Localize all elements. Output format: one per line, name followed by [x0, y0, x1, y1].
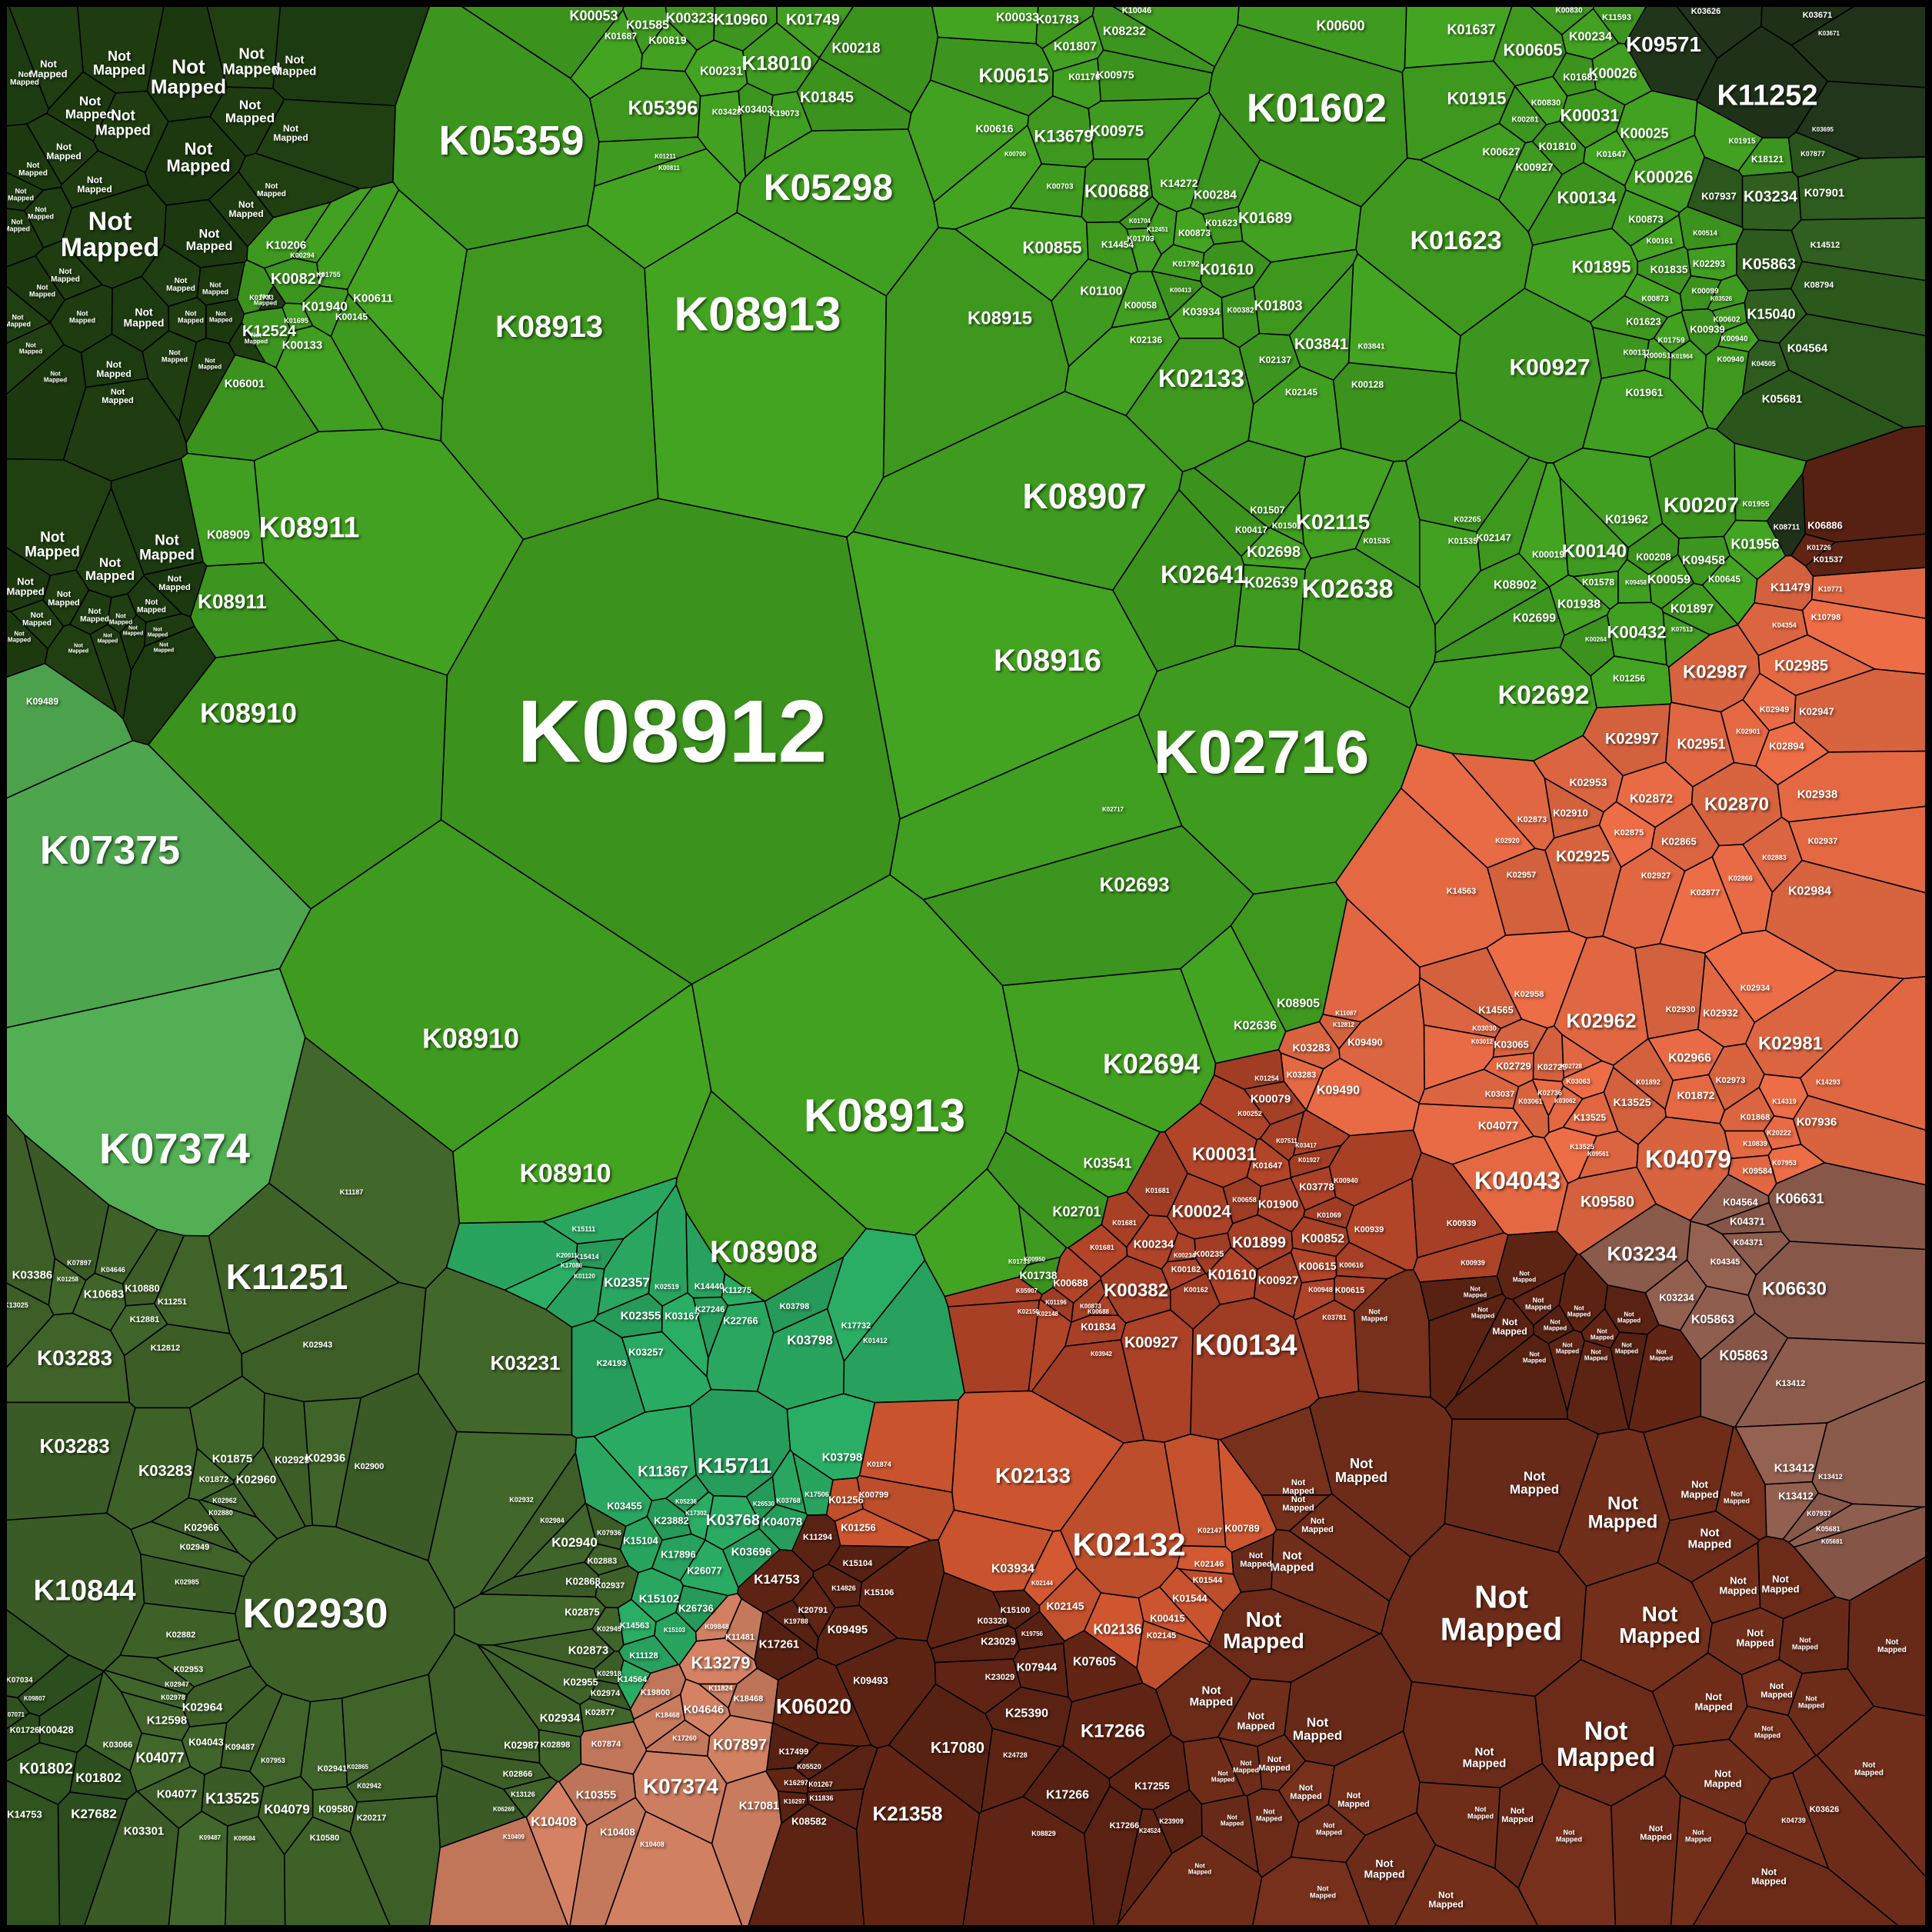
voronoi-cell-k03283[interactable]	[0, 1312, 131, 1404]
voronoi-cell-k01196[interactable]	[1039, 1287, 1074, 1323]
voronoi-cell-k02930[interactable]	[1634, 943, 1706, 1040]
voronoi-cell-not-mapped[interactable]	[1309, 1391, 1453, 1558]
voronoi-cell-k11294[interactable]	[791, 1514, 841, 1573]
voronoi-cell-k02717[interactable]	[889, 714, 1183, 901]
voronoi-cell-k14753[interactable]	[0, 1777, 61, 1932]
voronoi-cell-k01792[interactable]	[1151, 244, 1205, 282]
voronoi-cell-k07937[interactable]	[1687, 156, 1744, 228]
voronoi-cell-k05236[interactable]	[665, 1474, 710, 1514]
voronoi-cell-not-mapped[interactable]	[1231, 1533, 1274, 1593]
voronoi-cell-not-mapped[interactable]	[0, 609, 48, 681]
voronoi-cell-k04739[interactable]	[1744, 1772, 1830, 1870]
voronoi-cell-not-mapped[interactable]	[44, 624, 118, 713]
voronoi-cell-k03234[interactable]	[1741, 171, 1802, 232]
voronoi-cell-not-mapped[interactable]	[196, 261, 245, 306]
voronoi-cell-not-mapped[interactable]	[258, 285, 286, 311]
voronoi-cell-not-mapped[interactable]	[122, 625, 217, 746]
voronoi-cell-k01915[interactable]	[1401, 60, 1516, 161]
voronoi-cell-k00688[interactable]	[1089, 1292, 1119, 1316]
voronoi-cell-not-mapped[interactable]	[1182, 1736, 1245, 1805]
voronoi-cell-k00432[interactable]	[1606, 601, 1667, 666]
voronoi-cell-k01845[interactable]	[796, 58, 912, 132]
voronoi-cell-k02265[interactable]	[1404, 419, 1531, 533]
voronoi-cell-k11087[interactable]	[1322, 898, 1421, 1023]
voronoi-cell-k00975[interactable]	[1088, 98, 1200, 160]
voronoi-cell-k03320[interactable]	[926, 1571, 1010, 1650]
voronoi-cell-not-mapped[interactable]	[238, 152, 361, 218]
voronoi-cell-k07901[interactable]	[1797, 156, 1932, 221]
voronoi-cell-k04646[interactable]	[94, 1204, 158, 1285]
voronoi-cell-not-mapped[interactable]	[144, 613, 195, 648]
voronoi-cell-k02146[interactable]	[1176, 1545, 1234, 1575]
voronoi-cell-k10839[interactable]	[1724, 1130, 1773, 1160]
voronoi-cell-k07897[interactable]	[23, 1134, 110, 1281]
voronoi-cell-not-mapped[interactable]	[1402, 1681, 1544, 1789]
voronoi-cell-k27682[interactable]	[57, 1791, 128, 1932]
voronoi-cell-k02865[interactable]	[341, 1674, 437, 1787]
voronoi-cell-k14512[interactable]	[1790, 217, 1932, 282]
voronoi-cell-k10408[interactable]	[602, 1810, 745, 1932]
voronoi-cell-k01927[interactable]	[1287, 1144, 1342, 1178]
voronoi-cell-k01537[interactable]	[1804, 532, 1932, 577]
voronoi-cell-k08829[interactable]	[961, 1796, 1095, 1932]
voronoi-cell-k05863[interactable]	[1736, 228, 1803, 291]
voronoi-cell-k01120[interactable]	[545, 1265, 605, 1328]
voronoi-cell-k07877[interactable]	[1787, 132, 1861, 178]
voronoi-cell-k01874[interactable]	[858, 1399, 959, 1493]
voronoi-cell-k08232[interactable]	[1091, 0, 1216, 74]
voronoi-cell-k04354[interactable]	[1737, 601, 1808, 657]
voronoi-cell-not-mapped[interactable]	[228, 321, 266, 364]
voronoi-cell-k01726[interactable]	[1790, 533, 1836, 567]
voronoi-cell-k26530[interactable]	[745, 1476, 777, 1523]
voronoi-cell-k02147[interactable]	[1164, 1433, 1227, 1547]
voronoi-cell-k02150[interactable]	[948, 1299, 1041, 1394]
voronoi-cell-k10580[interactable]	[283, 1816, 394, 1932]
voronoi-cell-k05681[interactable]	[1794, 1506, 1932, 1601]
voronoi-cell-k01254[interactable]	[1213, 1049, 1285, 1090]
voronoi-cell-k00830[interactable]	[1523, 0, 1595, 35]
voronoi-cell-not-mapped[interactable]	[1353, 1269, 1431, 1398]
voronoi-cell-k09584[interactable]	[224, 1816, 286, 1932]
voronoi-cell-not-mapped[interactable]	[1391, 1844, 1542, 1932]
voronoi-cell-k00811[interactable]	[587, 148, 741, 269]
voronoi-cell-not-mapped[interactable]	[1261, 1494, 1331, 1532]
voronoi-cell-k02639[interactable]	[1234, 564, 1306, 651]
voronoi-cell-not-mapped[interactable]	[1251, 1856, 1373, 1932]
voronoi-cell-k08582[interactable]	[745, 1803, 865, 1932]
voronoi-cell-k01507[interactable]	[1269, 491, 1304, 545]
